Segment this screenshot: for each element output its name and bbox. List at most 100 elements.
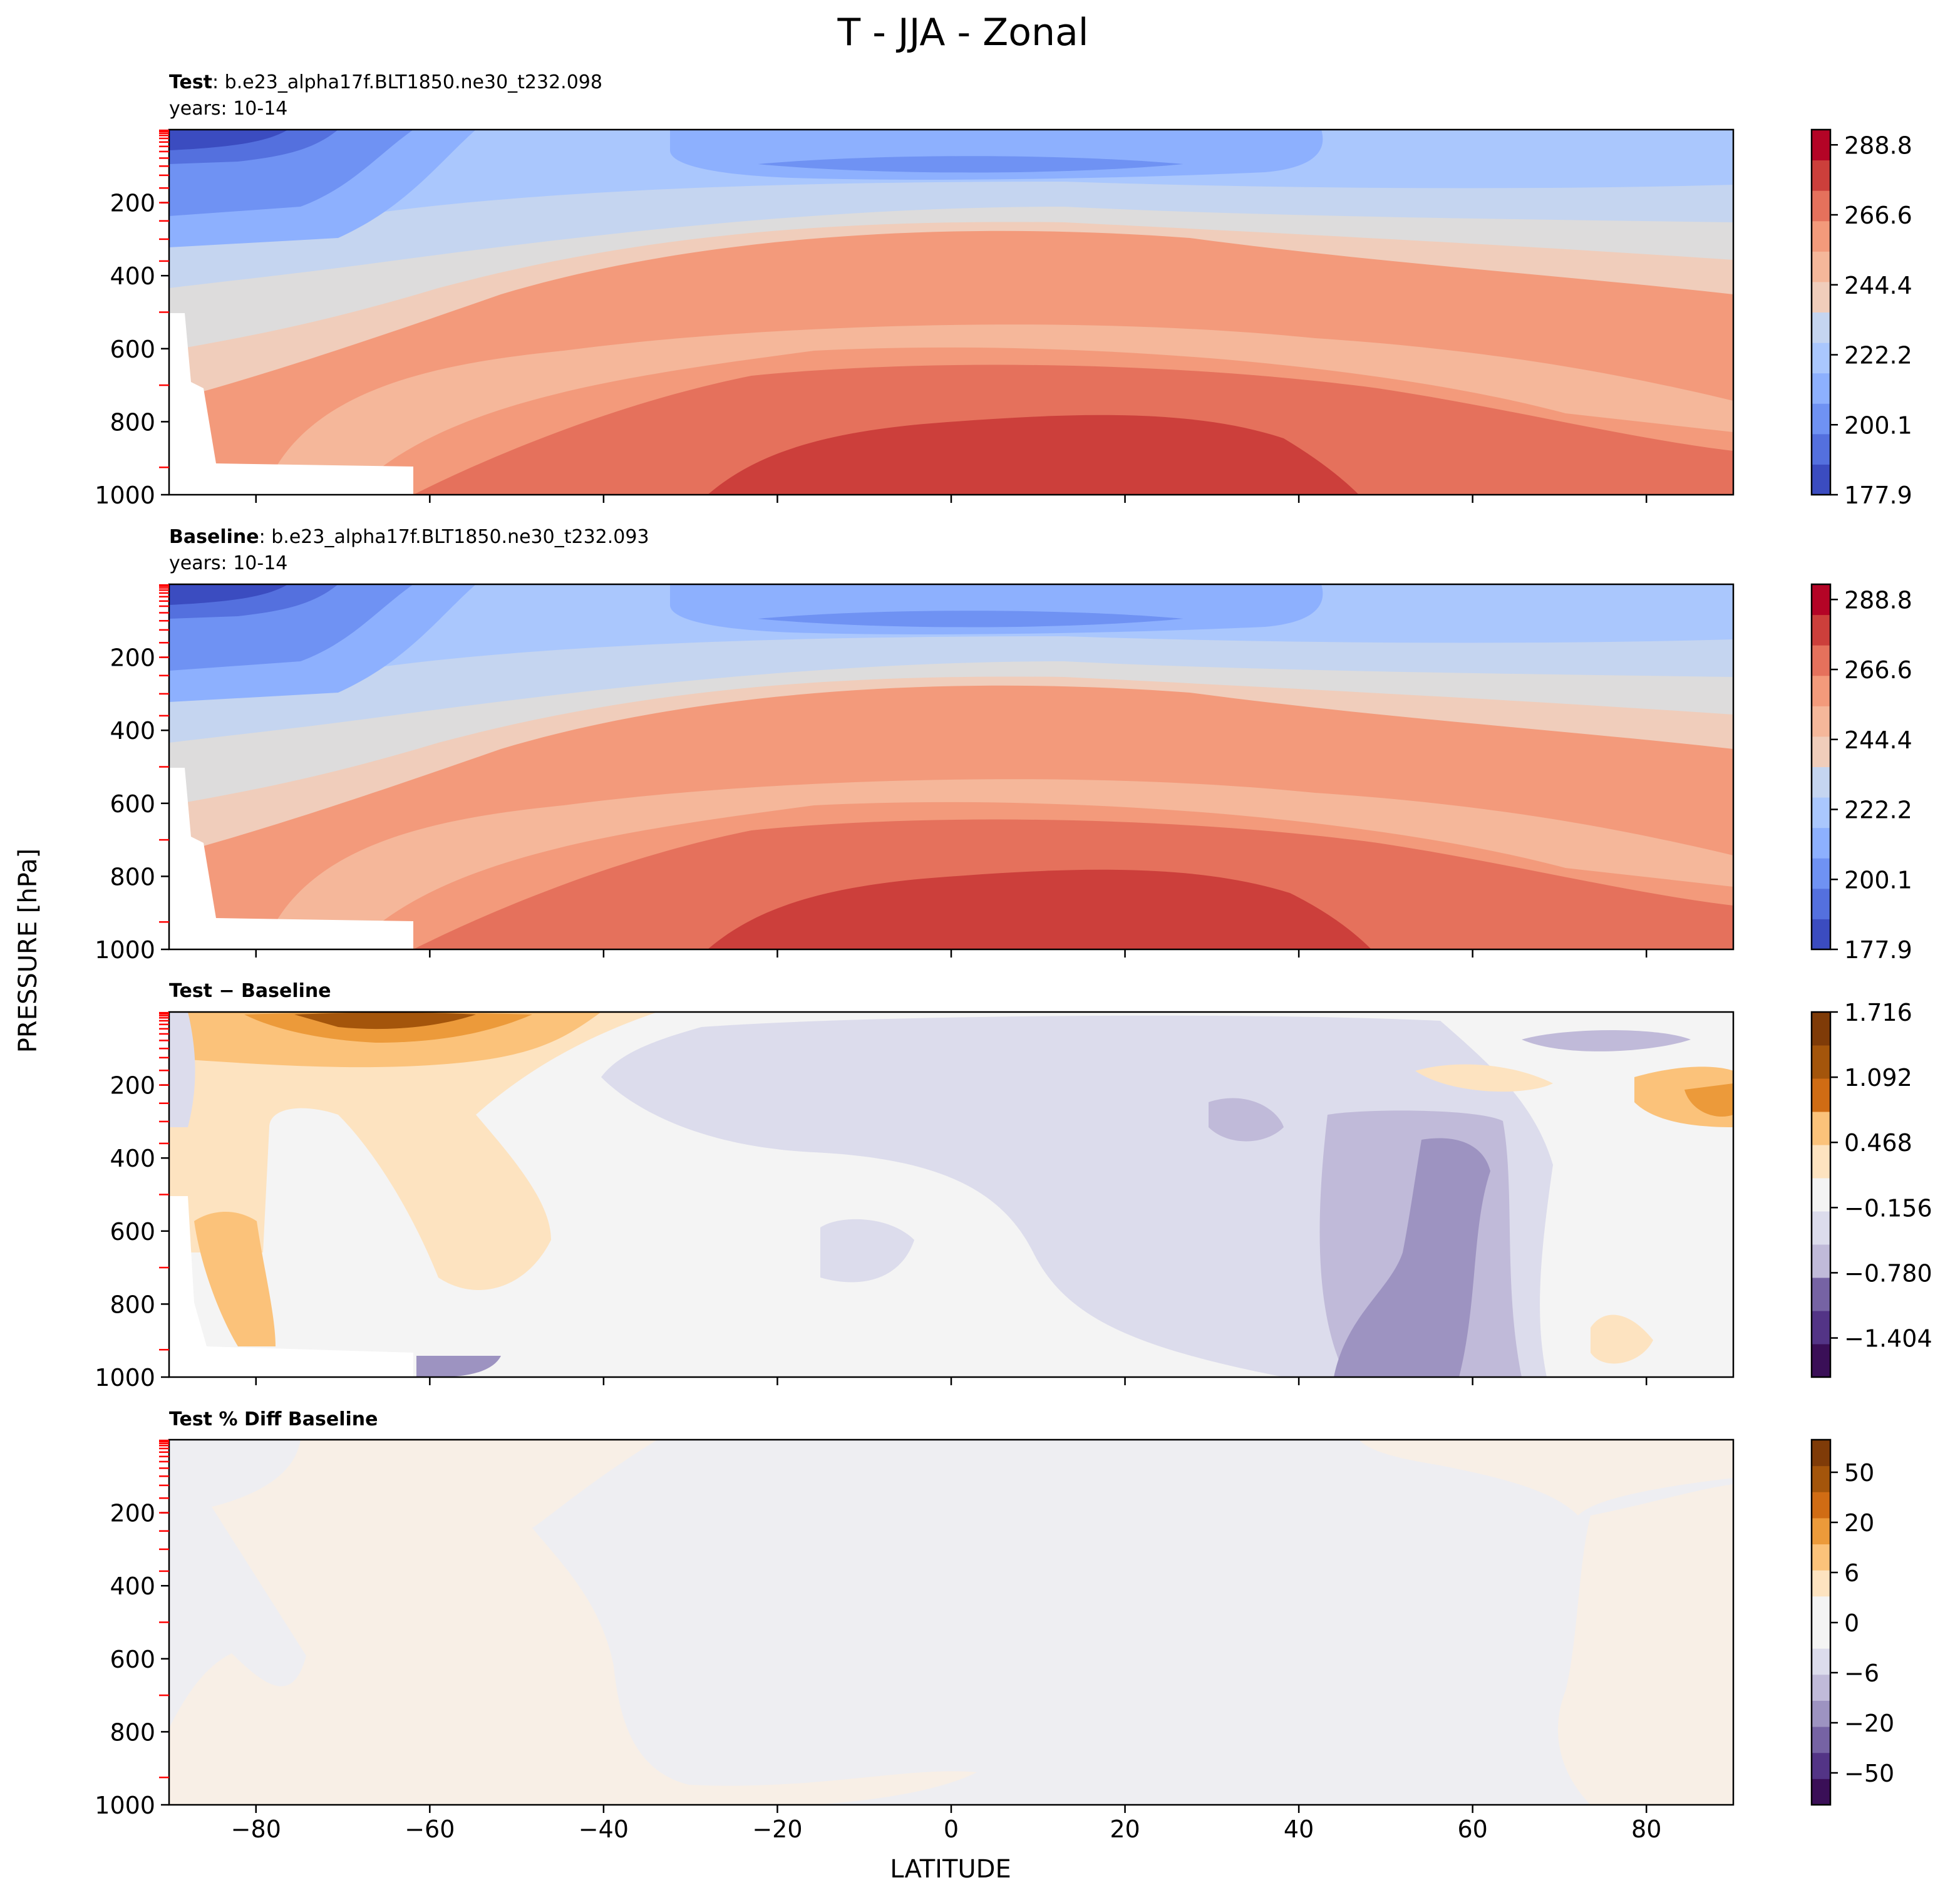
baseline-colorbar-band (1812, 645, 1830, 676)
panel-baseline: Baseline: b.e23_alpha17f.BLT1850.ne30_t2… (168, 526, 1735, 951)
pctdiff-ytick-label: 600 (110, 1646, 155, 1673)
test-colorbar-label: 222.2 (1844, 342, 1912, 369)
diff-colorbar-band (1812, 1344, 1830, 1378)
pctdiff-colorbar-label: 0 (1844, 1609, 1859, 1637)
panel-pctdiff-title: Test % Diff Baseline (169, 1408, 378, 1430)
pctdiff-colorbar-band (1812, 1596, 1830, 1623)
panel-test: Test: b.e23_alpha17f.BLT1850.ne30_t232.0… (168, 71, 1735, 496)
panel-pctdiff: Test % Diff Baseline (168, 1408, 1735, 1806)
pctdiff-colorbar-label: 50 (1844, 1459, 1874, 1487)
diff-colorbar-band (1812, 1244, 1830, 1278)
baseline-ytick-label: 800 (110, 863, 155, 891)
panel-diff-title: Test − Baseline (169, 980, 331, 1002)
test-colorbar-band (1812, 312, 1830, 343)
baseline-colorbar-band (1812, 919, 1830, 950)
panel-baseline-field (169, 584, 1733, 949)
diff-colorbar-band (1812, 1211, 1830, 1245)
pctdiff-ytick-label: 1000 (95, 1792, 155, 1819)
xtick-label: 20 (1110, 1815, 1140, 1843)
panel-pctdiff-field (169, 1440, 1733, 1805)
xtick-label: −60 (405, 1815, 455, 1843)
test-ytick-label: 400 (110, 262, 155, 290)
pctdiff-colorbar-band (1812, 1465, 1830, 1492)
diff-ytick-label: 400 (110, 1145, 155, 1172)
pctdiff-colorbar-band (1812, 1622, 1830, 1649)
diff-colorbar-label: 1.716 (1844, 999, 1912, 1026)
baseline-ytick-label: 200 (110, 644, 155, 672)
test-colorbar-band (1812, 281, 1830, 312)
pctdiff-colorbar-band (1812, 1674, 1830, 1701)
test-colorbar-band (1812, 220, 1830, 252)
diff-colorbar-band (1812, 1178, 1830, 1212)
test-colorbar-label: 266.6 (1844, 202, 1912, 229)
baseline-colorbar-label: 288.8 (1844, 586, 1912, 614)
diff-ytick-label: 1000 (95, 1364, 155, 1391)
baseline-ytick-label: 1000 (95, 936, 155, 964)
pctdiff-colorbar-band (1812, 1492, 1830, 1519)
test-colorbar-band (1812, 160, 1830, 191)
x-axis-label: LATITUDE (890, 1855, 1011, 1884)
diff-ytick-label: 800 (110, 1291, 155, 1318)
test-colorbar-label: 177.9 (1844, 482, 1912, 509)
panel-test-subtitle: years: 10-14 (169, 98, 287, 120)
pctdiff-colorbar-band (1812, 1517, 1830, 1545)
test-colorbar-label: 200.1 (1844, 411, 1912, 439)
baseline-colorbar-band (1812, 584, 1830, 616)
baseline-colorbar-band (1812, 858, 1830, 889)
pctdiff-colorbar-band (1812, 1570, 1830, 1597)
pctdiff-colorbar-band (1812, 1752, 1830, 1779)
panel-diff-field (169, 1012, 1733, 1377)
test-colorbar-band (1812, 343, 1830, 374)
baseline-colorbar-band (1812, 767, 1830, 798)
pctdiff-colorbar-band (1812, 1544, 1830, 1571)
diff-ytick-label: 200 (110, 1072, 155, 1100)
xtick-label: 40 (1284, 1815, 1314, 1843)
xtick-label: 60 (1457, 1815, 1487, 1843)
test-colorbar-label: 244.4 (1844, 272, 1912, 299)
panel-diff: Test − Baseline (168, 980, 1735, 1378)
colorbar-layer: 288.8 266.6 244.4 222.2 200.1 177.9 288.8 266.6… (1810, 128, 1932, 1806)
xtick-label: 80 (1631, 1815, 1661, 1843)
pctdiff-colorbar-band (1812, 1727, 1830, 1753)
test-colorbar-band (1812, 433, 1830, 465)
diff-colorbar-band (1812, 1045, 1830, 1079)
test-colorbar-frame (1810, 128, 1832, 496)
pctdiff-colorbar-label: −6 (1844, 1660, 1879, 1687)
diff-colorbar-frame (1810, 1011, 1832, 1378)
panel-test-title: Test: b.e23_alpha17f.BLT1850.ne30_t232.0… (169, 71, 602, 93)
baseline-colorbar-band (1812, 706, 1830, 737)
xtick-label: 0 (944, 1815, 959, 1843)
baseline-colorbar-band (1812, 736, 1830, 767)
baseline-colorbar-band (1812, 675, 1830, 706)
diff-colorbar-label: 0.468 (1844, 1129, 1912, 1157)
pctdiff-colorbar-label: −50 (1844, 1760, 1894, 1787)
y-axis-label: PRESSURE [hPa] (14, 849, 43, 1053)
baseline-colorbar-label: 200.1 (1844, 866, 1912, 894)
test-ytick-label: 1000 (95, 482, 155, 509)
pctdiff-colorbar-band (1812, 1700, 1830, 1727)
test-colorbar-band (1812, 130, 1830, 161)
pctdiff-colorbar-band (1812, 1779, 1830, 1805)
test-ytick-label: 200 (110, 190, 155, 217)
pctdiff-colorbar-band (1812, 1648, 1830, 1675)
diff-colorbar-label: −1.404 (1844, 1325, 1932, 1353)
diff-colorbar-label: −0.156 (1844, 1194, 1932, 1222)
test-colorbar-band (1812, 190, 1830, 222)
baseline-colorbar-label: 222.2 (1844, 797, 1912, 824)
diff-colorbar-band (1812, 1311, 1830, 1345)
baseline-colorbar-band (1812, 614, 1830, 646)
pctdiff-ytick-label: 800 (110, 1718, 155, 1746)
xtick-label: −20 (752, 1815, 802, 1843)
baseline-colorbar-label: 177.9 (1844, 936, 1912, 964)
baseline-colorbar-band (1812, 827, 1830, 859)
diff-colorbar-band (1812, 1145, 1830, 1179)
axes-layer: 2004006008001000200400600800100020040060… (95, 129, 1661, 1843)
test-colorbar-band (1812, 251, 1830, 282)
diff-colorbar-label: 1.092 (1844, 1064, 1912, 1092)
diff-colorbar-band (1812, 1078, 1830, 1112)
panel-test-field (169, 130, 1733, 495)
baseline-colorbar-label: 244.4 (1844, 726, 1912, 754)
pctdiff-colorbar-label: 20 (1844, 1509, 1874, 1537)
panel-baseline-title: Baseline: b.e23_alpha17f.BLT1850.ne30_t2… (169, 526, 649, 548)
